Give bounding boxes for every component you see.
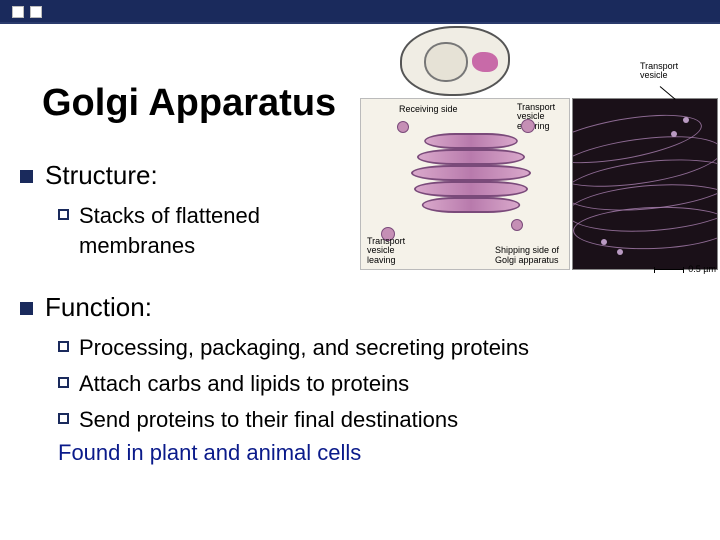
vesicle-shape <box>397 121 409 133</box>
vesicle-shape <box>521 119 535 133</box>
nucleus-shape <box>424 42 468 82</box>
vesicle-dot <box>671 131 677 137</box>
footer-note: Found in plant and animal cells <box>58 440 700 466</box>
nav-square-decor <box>12 6 24 18</box>
section-heading-function: Function: <box>20 292 700 323</box>
heading-text: Function: <box>45 292 152 323</box>
slide-title: Golgi Apparatus <box>42 82 336 125</box>
hollow-square-bullet-icon <box>58 341 69 352</box>
list-item: Processing, packaging, and secreting pro… <box>58 333 700 363</box>
square-bullet-icon <box>20 302 33 315</box>
section-heading-structure: Structure: <box>20 160 700 191</box>
hollow-square-bullet-icon <box>58 377 69 388</box>
top-nav-bar <box>0 0 720 24</box>
list-item-text: Attach carbs and lipids to proteins <box>79 369 409 399</box>
golgi-highlight-shape <box>472 52 498 72</box>
list-item-text: Stacks of flattened membranes <box>79 201 338 260</box>
hollow-square-bullet-icon <box>58 413 69 424</box>
vesicle-dot <box>683 117 689 123</box>
heading-text: Structure: <box>45 160 158 191</box>
list-item: Send proteins to their final destination… <box>58 405 700 435</box>
content-body: Structure: Stacks of flattened membranes… <box>20 160 700 466</box>
nav-square-decor <box>30 6 42 18</box>
label-receiving-side: Receiving side <box>399 105 458 114</box>
cell-overview-icon <box>400 26 510 96</box>
hollow-square-bullet-icon <box>58 209 69 220</box>
list-item: Attach carbs and lipids to proteins <box>58 369 700 399</box>
list-item-text: Processing, packaging, and secreting pro… <box>79 333 529 363</box>
cisterna <box>424 133 518 149</box>
square-bullet-icon <box>20 170 33 183</box>
label-transport-vesicle: Transport vesicle <box>640 62 700 81</box>
list-item-text: Send proteins to their final destination… <box>79 405 458 435</box>
list-item: Stacks of flattened membranes <box>58 201 338 260</box>
